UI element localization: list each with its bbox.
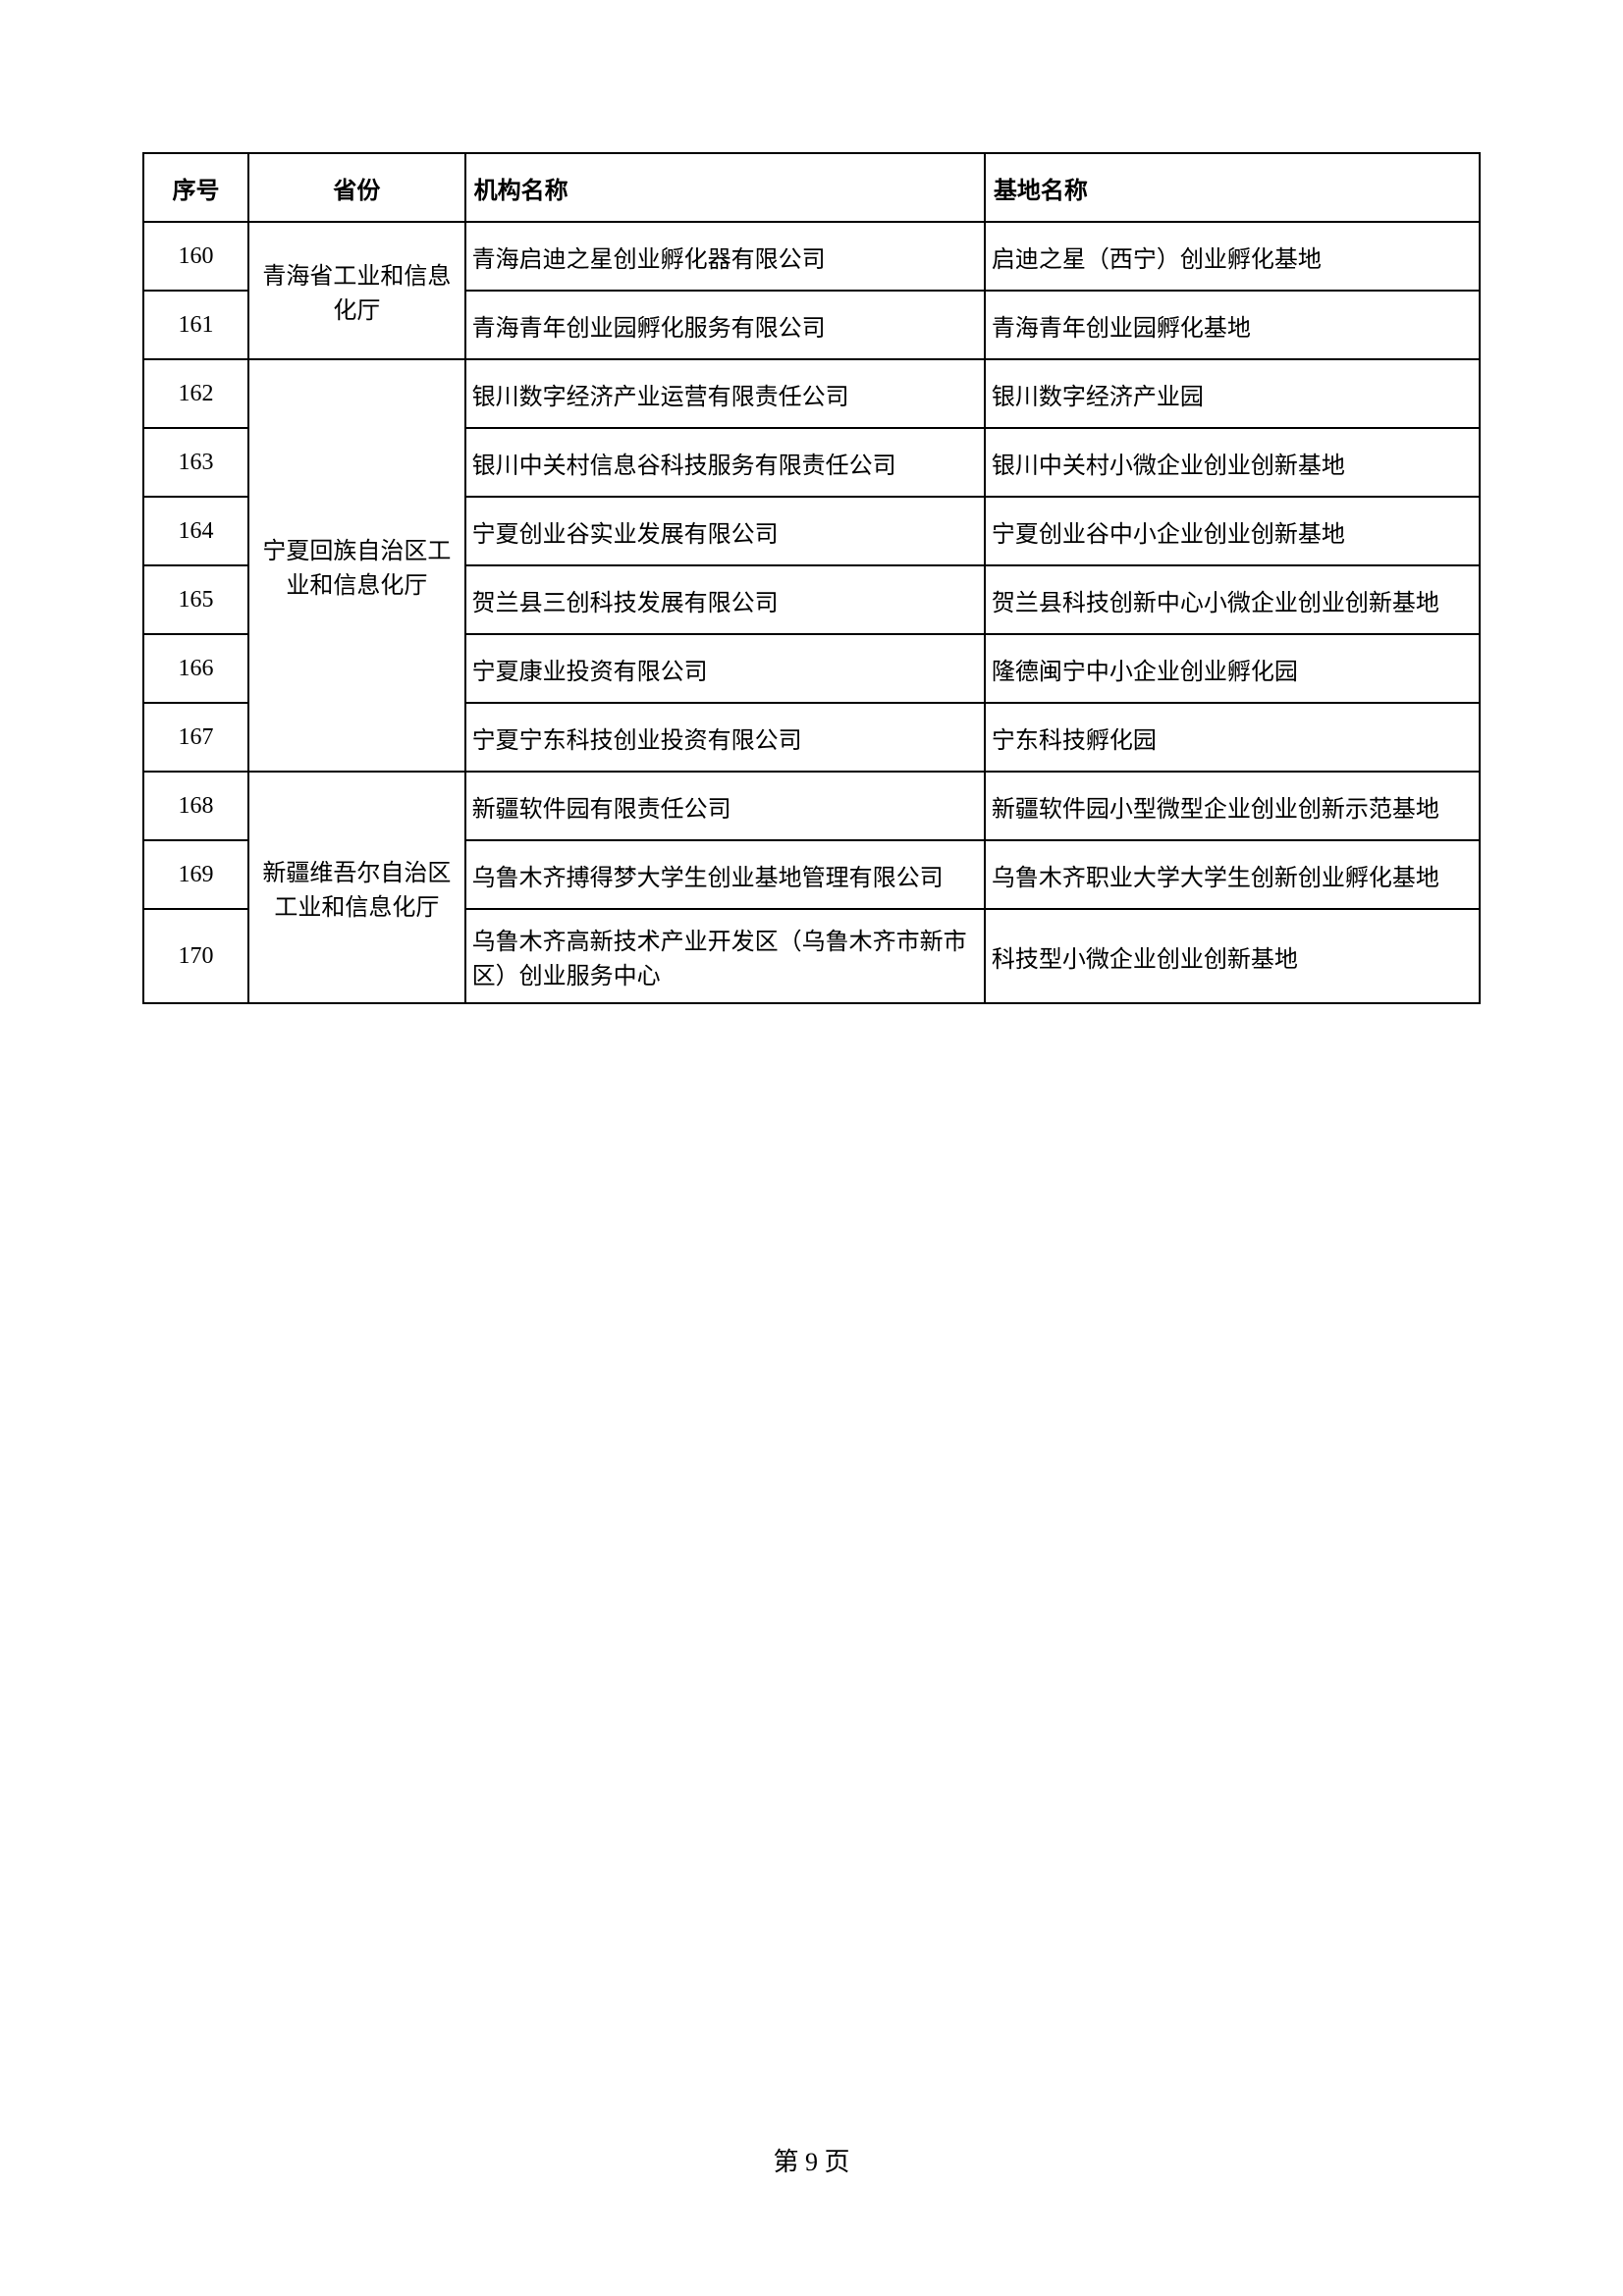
page-number: 第 9 页 <box>0 2142 1623 2178</box>
province-cell: 新疆维吾尔自治区工业和信息化厅 <box>248 772 465 1003</box>
org-cell: 银川中关村信息谷科技服务有限责任公司 <box>465 428 985 497</box>
org-cell: 贺兰县三创科技发展有限公司 <box>465 565 985 634</box>
header-province: 省份 <box>248 153 465 222</box>
base-cell: 隆德闽宁中小企业创业孵化园 <box>985 634 1480 703</box>
table-header: 序号 省份 机构名称 基地名称 <box>143 153 1480 222</box>
header-org: 机构名称 <box>465 153 985 222</box>
org-cell: 新疆软件园有限责任公司 <box>465 772 985 840</box>
org-cell: 宁夏创业谷实业发展有限公司 <box>465 497 985 565</box>
org-cell: 乌鲁木齐高新技术产业开发区（乌鲁木齐市新市区）创业服务中心 <box>465 909 985 1003</box>
seq-cell: 164 <box>143 497 248 565</box>
header-seq: 序号 <box>143 153 248 222</box>
seq-cell: 168 <box>143 772 248 840</box>
page-container: 序号 省份 机构名称 基地名称 160青海省工业和信息化厅青海启迪之星创业孵化器… <box>0 0 1623 1004</box>
table-body: 160青海省工业和信息化厅青海启迪之星创业孵化器有限公司启迪之星（西宁）创业孵化… <box>143 222 1480 1003</box>
base-cell: 启迪之星（西宁）创业孵化基地 <box>985 222 1480 291</box>
base-cell: 青海青年创业园孵化基地 <box>985 291 1480 359</box>
org-cell: 青海启迪之星创业孵化器有限公司 <box>465 222 985 291</box>
org-cell: 宁夏康业投资有限公司 <box>465 634 985 703</box>
base-cell: 宁夏创业谷中小企业创业创新基地 <box>985 497 1480 565</box>
base-cell: 贺兰县科技创新中心小微企业创业创新基地 <box>985 565 1480 634</box>
base-cell: 银川中关村小微企业创业创新基地 <box>985 428 1480 497</box>
base-cell: 宁东科技孵化园 <box>985 703 1480 772</box>
base-cell: 科技型小微企业创业创新基地 <box>985 909 1480 1003</box>
seq-cell: 160 <box>143 222 248 291</box>
seq-cell: 170 <box>143 909 248 1003</box>
org-cell: 银川数字经济产业运营有限责任公司 <box>465 359 985 428</box>
base-cell: 乌鲁木齐职业大学大学生创新创业孵化基地 <box>985 840 1480 909</box>
table-row: 160青海省工业和信息化厅青海启迪之星创业孵化器有限公司启迪之星（西宁）创业孵化… <box>143 222 1480 291</box>
province-cell: 宁夏回族自治区工业和信息化厅 <box>248 359 465 772</box>
header-row: 序号 省份 机构名称 基地名称 <box>143 153 1480 222</box>
seq-cell: 169 <box>143 840 248 909</box>
province-cell: 青海省工业和信息化厅 <box>248 222 465 359</box>
seq-cell: 161 <box>143 291 248 359</box>
seq-cell: 166 <box>143 634 248 703</box>
base-cell: 银川数字经济产业园 <box>985 359 1480 428</box>
seq-cell: 165 <box>143 565 248 634</box>
base-cell: 新疆软件园小型微型企业创业创新示范基地 <box>985 772 1480 840</box>
seq-cell: 163 <box>143 428 248 497</box>
org-cell: 乌鲁木齐搏得梦大学生创业基地管理有限公司 <box>465 840 985 909</box>
data-table: 序号 省份 机构名称 基地名称 160青海省工业和信息化厅青海启迪之星创业孵化器… <box>142 152 1481 1004</box>
org-cell: 青海青年创业园孵化服务有限公司 <box>465 291 985 359</box>
header-base: 基地名称 <box>985 153 1480 222</box>
seq-cell: 162 <box>143 359 248 428</box>
table-row: 168新疆维吾尔自治区工业和信息化厅新疆软件园有限责任公司新疆软件园小型微型企业… <box>143 772 1480 840</box>
org-cell: 宁夏宁东科技创业投资有限公司 <box>465 703 985 772</box>
table-row: 162宁夏回族自治区工业和信息化厅银川数字经济产业运营有限责任公司银川数字经济产… <box>143 359 1480 428</box>
seq-cell: 167 <box>143 703 248 772</box>
